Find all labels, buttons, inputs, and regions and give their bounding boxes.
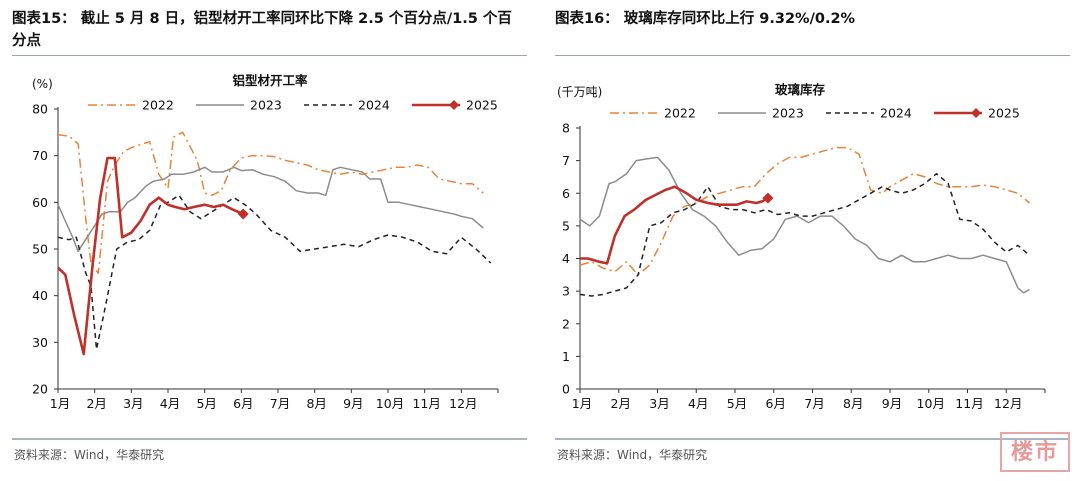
- left-legend-label-2025: 2025: [466, 98, 498, 113]
- right-x-tick-label-3: 4月: [688, 396, 708, 411]
- right-y-tick-label-1: 1: [562, 349, 570, 364]
- left-series-2025: [57, 156, 244, 356]
- right-unit-label: (千万吨): [557, 85, 602, 99]
- right-source-note: 资料来源：Wind，华泰研究: [557, 448, 708, 462]
- left-unit-label: (%): [32, 77, 53, 91]
- left-figure-title: 图表15： 截止 5 月 8 日，铝型材开工率同环比下降 2.5 个百分点/1.…: [12, 11, 512, 49]
- right-chart-title: 玻璃库存: [775, 82, 826, 97]
- left-x-tick-label-2: 3月: [123, 396, 143, 411]
- right-legend-label-2023: 2023: [772, 106, 804, 121]
- right-series-2024: [579, 172, 1030, 297]
- left-y-tick-label-70: 70: [32, 148, 48, 163]
- right-y-tick-label-8: 8: [562, 121, 570, 136]
- right-series-2023: [579, 156, 1030, 294]
- right-figure-panel: 图表16： 玻璃库存同环比上行 9.32%/0.2% 玻璃库存 (千万吨) 2022…: [545, 0, 1080, 481]
- right-title-rule: [555, 55, 1070, 56]
- right-x-tick-label-11: 12月: [994, 396, 1022, 411]
- right-legend-label-2022: 2022: [664, 106, 696, 121]
- left-y-tick-label-60: 60: [32, 195, 48, 210]
- left-endpoint-marker-2025: [237, 208, 249, 220]
- watermark-stamp: 楼市: [1000, 432, 1070, 472]
- right-legend-label-2025: 2025: [988, 106, 1020, 121]
- left-title-rule: [12, 55, 527, 56]
- left-x-tick-label-0: 1月: [50, 396, 70, 411]
- left-x-tick-label-5: 6月: [233, 396, 253, 411]
- left-legend-label-2024: 2024: [358, 98, 390, 113]
- right-y-tick-label-3: 3: [562, 284, 570, 299]
- right-y-tick-label-2: 2: [562, 316, 570, 331]
- left-x-tick-label-3: 4月: [160, 396, 180, 411]
- right-x-tick-label-1: 2月: [611, 396, 631, 411]
- right-x-tick-label-7: 8月: [843, 396, 863, 411]
- right-y-tick-label-5: 5: [562, 218, 570, 233]
- left-x-tick-label-7: 8月: [306, 396, 326, 411]
- right-x-tick-label-2: 3月: [649, 396, 669, 411]
- left-y-tick-label-20: 20: [32, 382, 48, 397]
- right-legend-label-2024: 2024: [880, 106, 912, 121]
- right-x-tick-label-8: 9月: [882, 396, 902, 411]
- left-x-tick-label-1: 2月: [86, 396, 106, 411]
- right-y-tick-label-4: 4: [562, 251, 570, 266]
- right-source-rule: [555, 438, 1070, 440]
- aluminum-profile-chart: 铝型材开工率 (%) 2022 2023 2024 2025 20 30 40 50 60 70 80 1…: [32, 73, 499, 411]
- left-legend-marker-2025: [449, 100, 459, 110]
- right-x-tick-label-0: 1月: [572, 396, 592, 411]
- left-x-tick-label-4: 5月: [196, 396, 216, 411]
- right-y-tick-label-0: 0: [562, 382, 570, 397]
- right-y-tick-label-7: 7: [562, 153, 570, 168]
- glass-inventory-chart: 玻璃库存 (千万吨) 2022 2023 2024 2025 0 1 2 3 4 5 6 7 8 1月 2月 3月…: [557, 82, 1046, 411]
- left-y-tick-label-80: 80: [32, 102, 48, 117]
- left-source-note: 资料来源：Wind，华泰研究: [14, 448, 165, 462]
- right-series-2025: [580, 185, 769, 265]
- left-source-rule: [12, 438, 527, 440]
- left-y-tick-label-50: 50: [32, 242, 48, 257]
- left-x-tick-label-6: 7月: [270, 396, 290, 411]
- left-y-tick-label-30: 30: [32, 335, 48, 350]
- left-series-2024: [57, 194, 492, 351]
- left-figure-panel: 图表15： 截止 5 月 8 日，铝型材开工率同环比下降 2.5 个百分点/1.…: [0, 0, 530, 481]
- right-x-tick-label-9: 10月: [917, 396, 945, 411]
- right-series-2022: [579, 146, 1030, 276]
- left-series-2022: [57, 131, 484, 275]
- right-x-tick-label-6: 7月: [804, 396, 824, 411]
- left-chart-title: 铝型材开工率: [232, 73, 308, 88]
- left-legend-label-2022: 2022: [142, 98, 174, 113]
- left-x-tick-label-10: 11月: [412, 396, 440, 411]
- right-x-tick-label-5: 6月: [766, 396, 786, 411]
- left-x-tick-label-9: 10月: [376, 396, 404, 411]
- right-x-tick-label-4: 5月: [727, 396, 747, 411]
- right-endpoint-marker-2025: [762, 192, 774, 204]
- left-x-tick-label-11: 12月: [449, 396, 477, 411]
- right-y-tick-label-6: 6: [562, 186, 570, 201]
- right-figure-title: 图表16： 玻璃库存同环比上行 9.32%/0.2%: [555, 11, 856, 27]
- left-x-tick-label-8: 9月: [343, 396, 363, 411]
- right-legend-marker-2025: [971, 108, 981, 118]
- left-y-tick-label-40: 40: [32, 288, 48, 303]
- left-legend-label-2023: 2023: [250, 98, 282, 113]
- right-x-tick-label-10: 11月: [955, 396, 983, 411]
- left-series-2023: [57, 166, 484, 253]
